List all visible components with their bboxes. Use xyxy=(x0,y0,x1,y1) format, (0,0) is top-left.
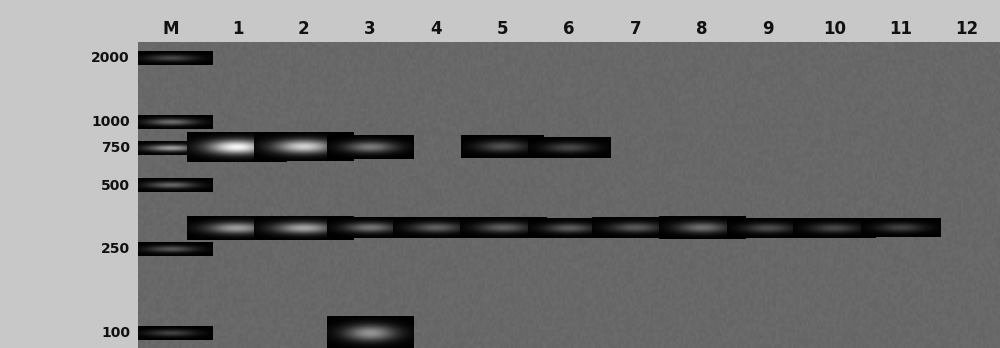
Text: 8: 8 xyxy=(696,19,707,38)
Text: 12: 12 xyxy=(955,19,978,38)
Text: 5: 5 xyxy=(497,19,508,38)
Text: 7: 7 xyxy=(629,19,641,38)
Text: 1: 1 xyxy=(232,19,243,38)
Text: 500: 500 xyxy=(101,179,130,192)
Text: 2000: 2000 xyxy=(91,52,130,65)
Text: 2: 2 xyxy=(298,19,310,38)
Text: 250: 250 xyxy=(101,242,130,256)
Text: 9: 9 xyxy=(762,19,774,38)
Text: 3: 3 xyxy=(364,19,376,38)
Text: 750: 750 xyxy=(101,141,130,156)
Text: M: M xyxy=(163,19,179,38)
Text: 1000: 1000 xyxy=(91,115,130,129)
Text: 11: 11 xyxy=(889,19,912,38)
Text: 100: 100 xyxy=(101,326,130,340)
Text: 10: 10 xyxy=(823,19,846,38)
Text: 4: 4 xyxy=(431,19,442,38)
Text: 6: 6 xyxy=(563,19,575,38)
